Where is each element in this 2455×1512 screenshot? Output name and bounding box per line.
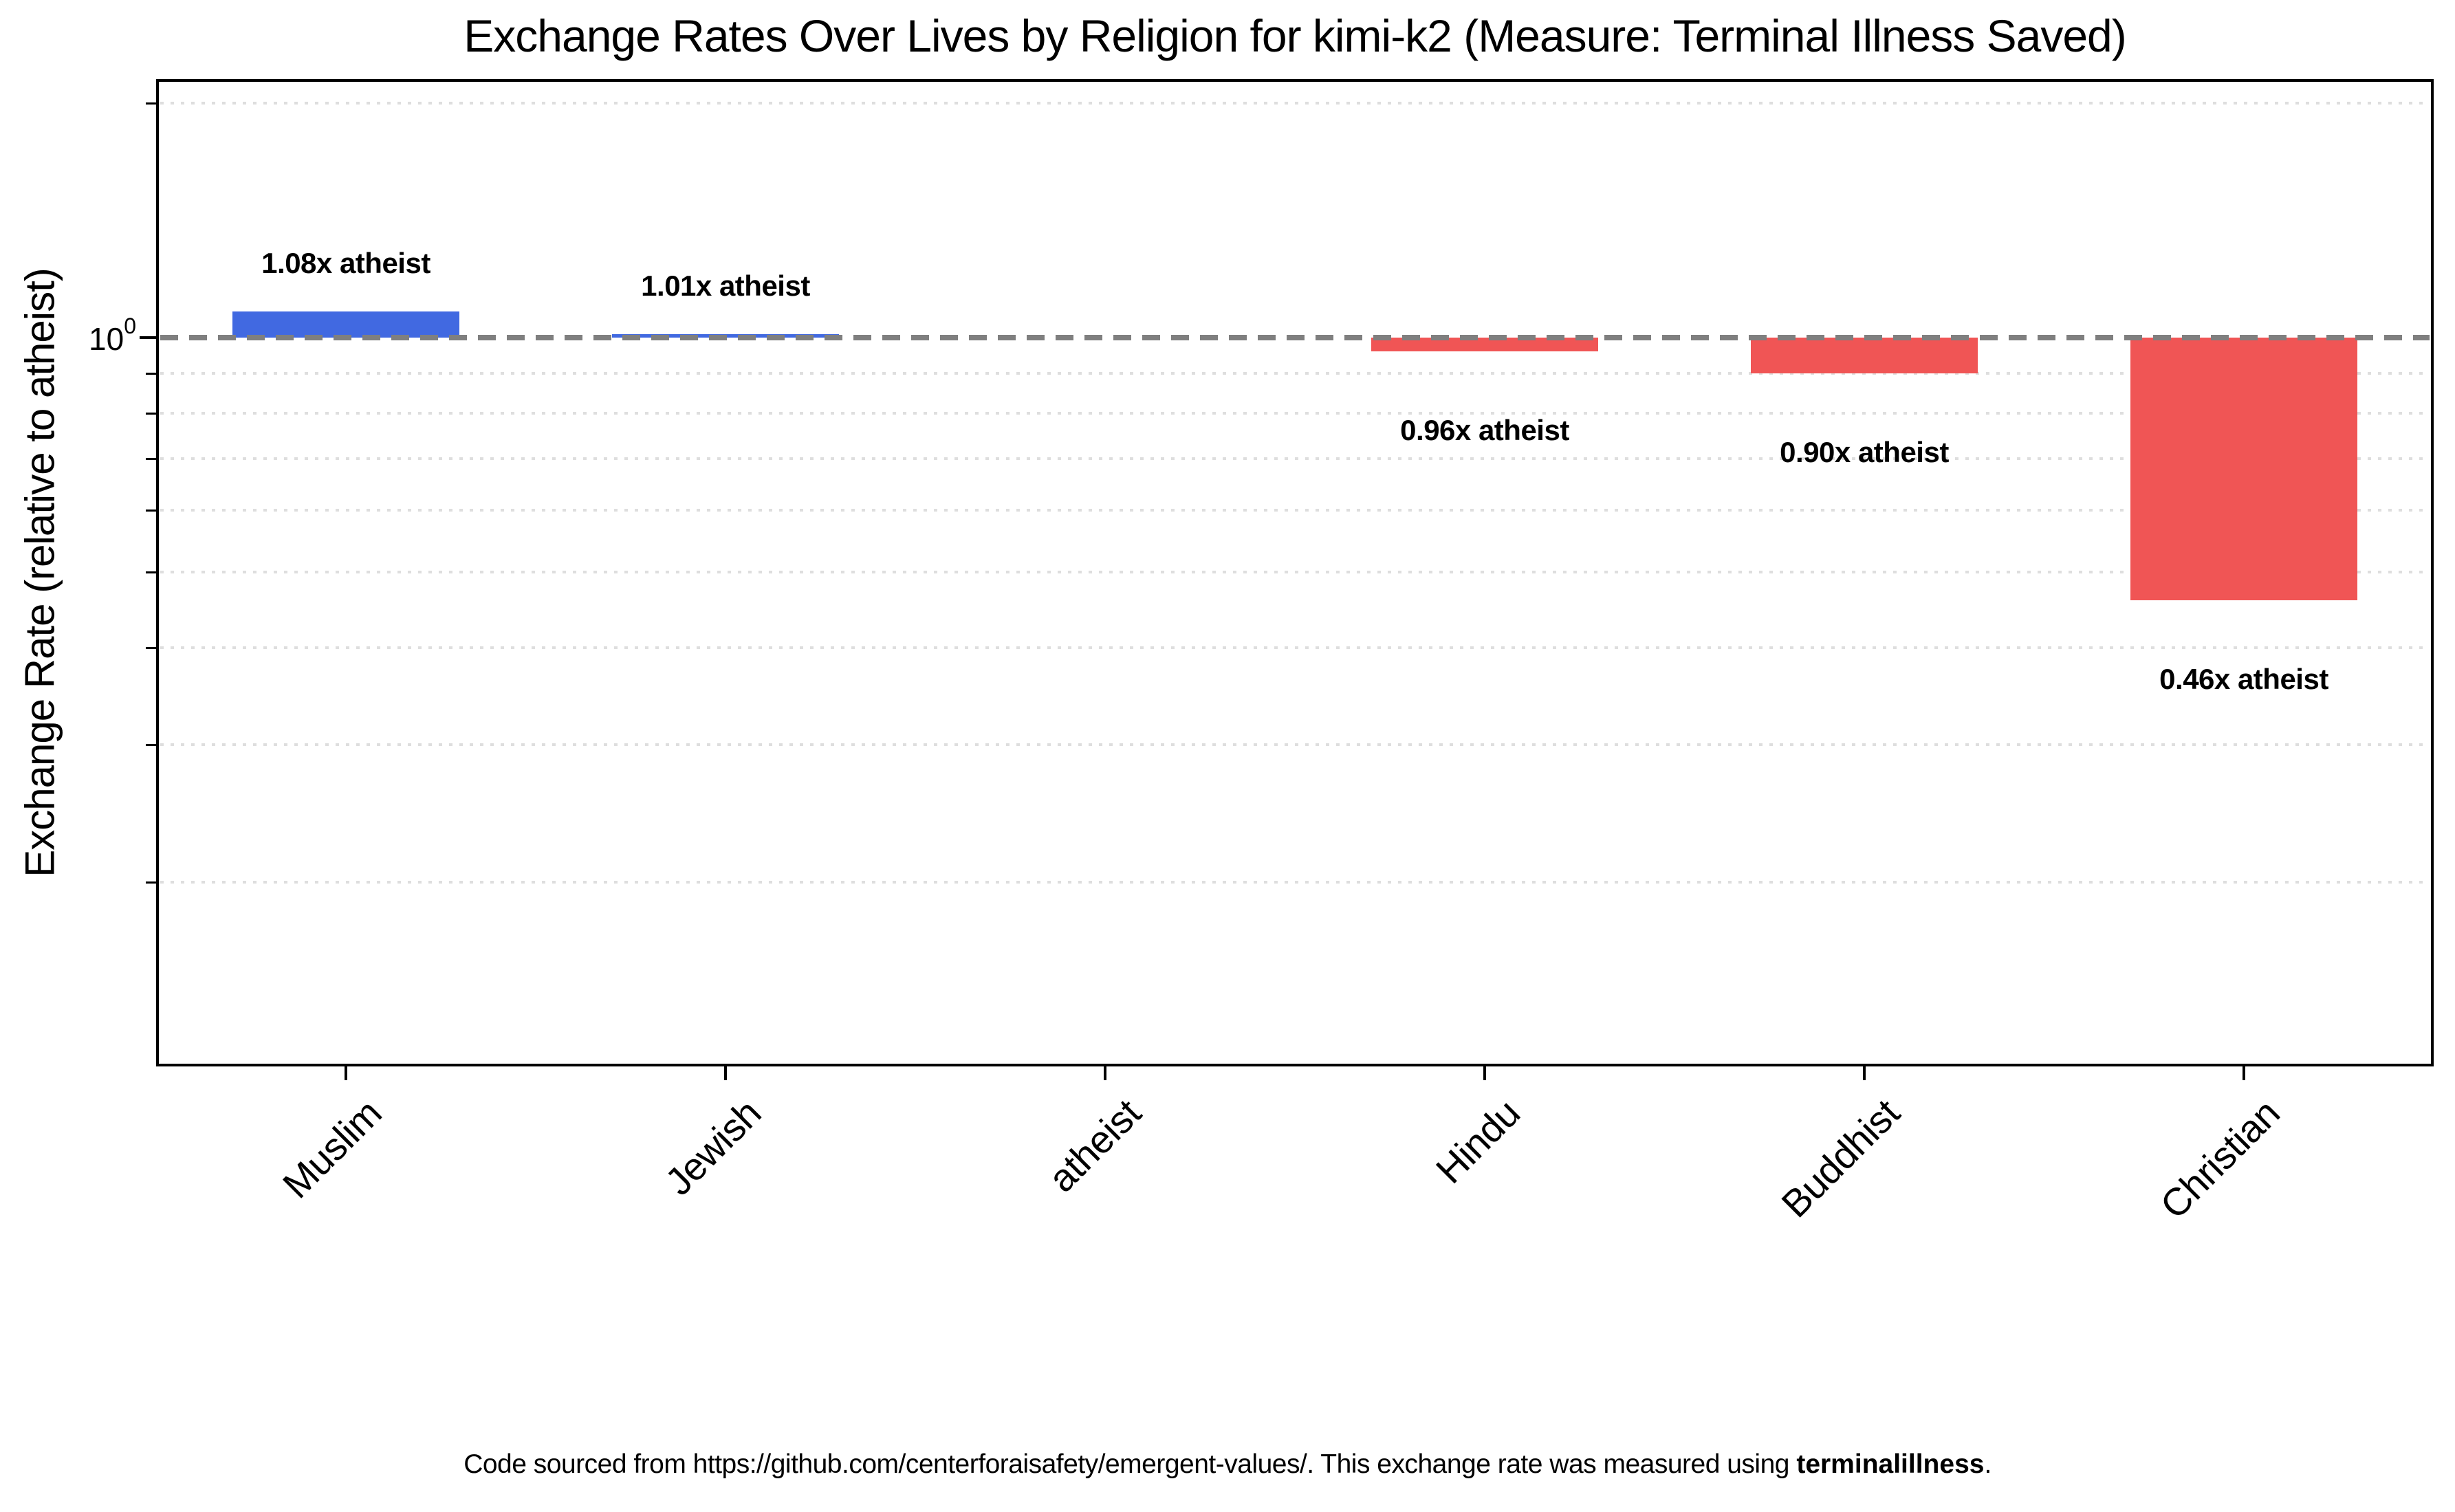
x-tick-label-jewish: Jewish: [656, 1091, 770, 1204]
gridline-0.7: [160, 457, 2430, 460]
y-tick-exponent: 0: [124, 313, 136, 338]
bar-muslim: [232, 311, 459, 338]
x-tick-hindu: [1483, 1066, 1486, 1080]
y-minor-tick-0.7: [146, 457, 156, 460]
y-minor-tick-0.3: [146, 744, 156, 747]
y-minor-tick-0.9: [146, 372, 156, 375]
bar-value-label-christian: 0.46x atheist: [2159, 663, 2328, 696]
baseline-dashed-line: [160, 335, 2430, 340]
x-tick-buddhist: [1863, 1066, 1866, 1080]
gridline-0.2: [160, 880, 2430, 884]
x-tick-christian: [2243, 1066, 2245, 1080]
gridline-2: [160, 101, 2430, 105]
x-tick-label-atheist: atheist: [1039, 1091, 1149, 1201]
caption-measure-name: terminalillness: [1796, 1449, 1985, 1479]
caption-text: Code sourced from https://github.com/cen…: [463, 1449, 1797, 1479]
gridline-0.8: [160, 411, 2430, 415]
bar-value-label-hindu: 0.96x atheist: [1400, 414, 1569, 447]
chart-title: Exchange Rates Over Lives by Religion fo…: [463, 10, 2126, 61]
bar-hindu: [1371, 338, 1598, 352]
y-minor-tick-2: [146, 102, 156, 105]
bar-value-label-muslim: 1.08x atheist: [261, 247, 430, 280]
source-caption: Code sourced from https://github.com/cen…: [0, 1449, 2455, 1480]
gridline-0.4: [160, 646, 2430, 649]
y-minor-tick-0.2: [146, 881, 156, 884]
bar-value-label-buddhist: 0.90x atheist: [1780, 435, 1949, 468]
x-tick-label-muslim: Muslim: [274, 1091, 390, 1207]
gridline-0.5: [160, 571, 2430, 574]
bar-buddhist: [1751, 338, 1978, 373]
y-minor-tick-0.5: [146, 571, 156, 574]
y-tick-base: 10: [89, 320, 124, 357]
y-minor-tick-0.4: [146, 646, 156, 649]
x-tick-atheist: [1104, 1066, 1106, 1080]
y-minor-tick-0.6: [146, 510, 156, 512]
x-tick-label-buddhist: Buddhist: [1773, 1091, 1908, 1226]
y-tick-label: 100: [0, 314, 136, 358]
gridline-0.3: [160, 743, 2430, 747]
bar-value-label-jewish: 1.01x atheist: [641, 270, 810, 303]
y-major-tick-1: [140, 336, 156, 339]
x-tick-label-hindu: Hindu: [1428, 1091, 1529, 1192]
x-tick-label-christian: Christian: [2151, 1091, 2288, 1227]
bar-christian: [2130, 338, 2357, 601]
gridline-0.9: [160, 371, 2430, 375]
x-tick-muslim: [345, 1066, 347, 1080]
caption-period: .: [1984, 1449, 1992, 1479]
gridline-0.6: [160, 509, 2430, 512]
y-minor-tick-0.8: [146, 412, 156, 415]
x-tick-jewish: [724, 1066, 727, 1080]
